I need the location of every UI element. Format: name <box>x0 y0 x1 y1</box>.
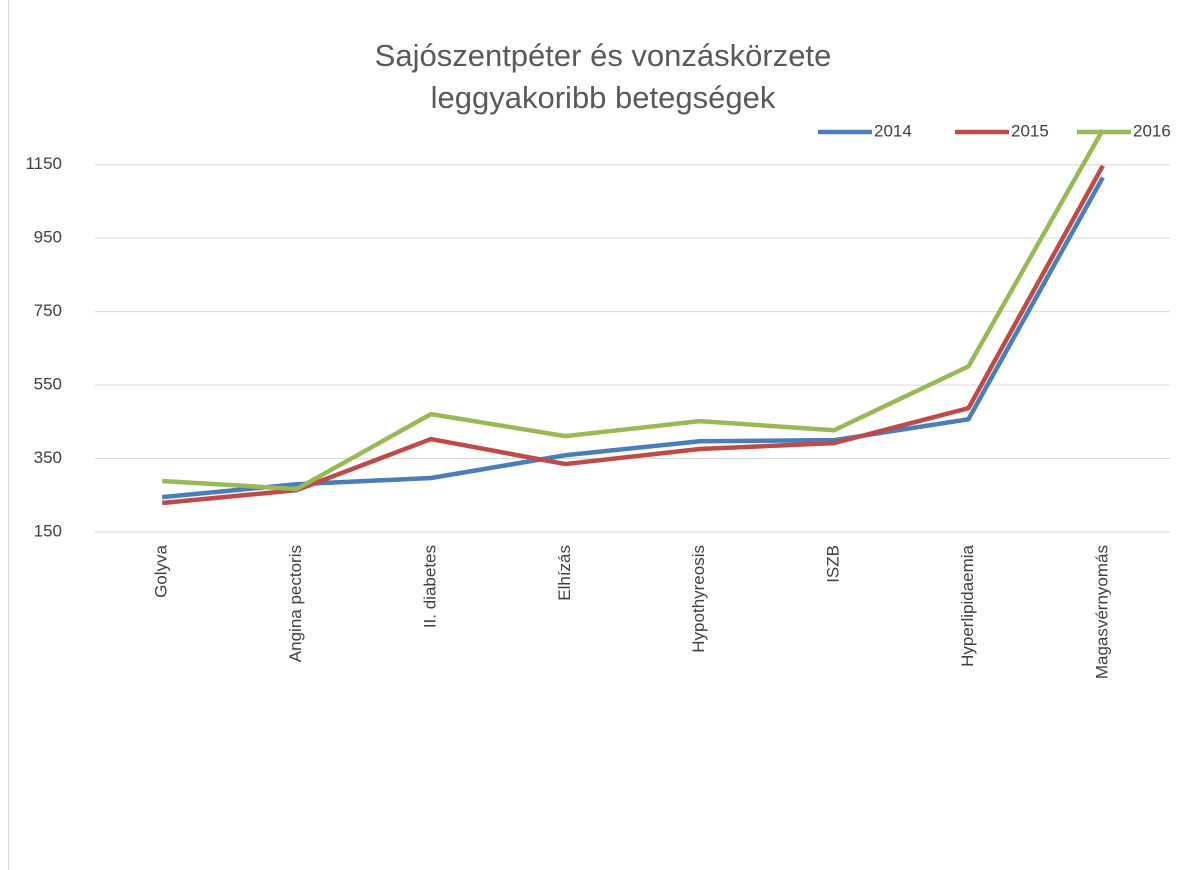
legend-label: 2014 <box>874 121 912 140</box>
x-tick-label: Angina pectoris <box>286 545 305 662</box>
y-tick-label: 950 <box>34 228 62 247</box>
y-tick-label: 750 <box>34 301 62 320</box>
x-tick-label: Golyva <box>152 544 171 597</box>
x-tick-label: Hyperlipidaemia <box>958 544 977 666</box>
x-tick-label: Magasvérnyomás <box>1092 545 1111 679</box>
x-tick-label: Hypothyreosis <box>689 545 708 653</box>
y-tick-label: 550 <box>34 375 62 394</box>
x-tick-label: II. diabetes <box>420 545 439 628</box>
chart-title: Sajószentpéter és vonzáskörzete <box>375 38 832 73</box>
legend-label: 2016 <box>1133 121 1171 140</box>
chart-title: leggyakoribb betegségek <box>431 80 776 115</box>
series-line <box>162 128 1105 492</box>
series-line <box>161 164 1105 506</box>
legend-label: 2015 <box>1011 121 1049 140</box>
y-tick-label: 350 <box>34 448 62 467</box>
x-tick-label: ISZB <box>824 545 843 583</box>
y-tick-label: 150 <box>34 521 62 540</box>
y-tick-label: 1150 <box>25 154 62 173</box>
x-tick-label: Elhízás <box>555 545 574 601</box>
series-line <box>161 176 1105 500</box>
